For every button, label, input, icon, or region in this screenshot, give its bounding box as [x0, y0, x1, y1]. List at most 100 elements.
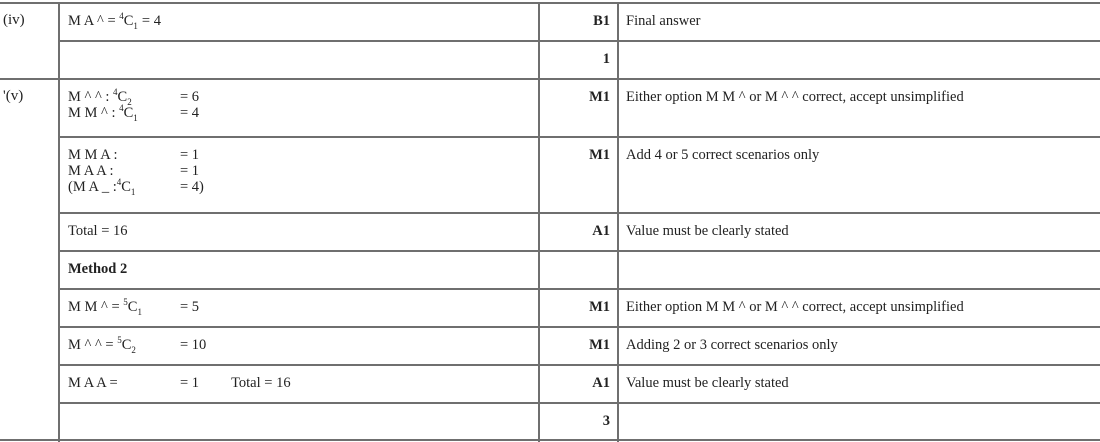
table-rule — [58, 212, 1100, 214]
working-cell: M A A = = 1 Total = 16 — [68, 375, 528, 391]
guidance-comment: Add 4 or 5 correct scenarios only — [626, 147, 820, 163]
superscript: 4 — [116, 177, 122, 188]
working-line: Method 2 — [68, 261, 528, 277]
combination-symbol: C — [123, 105, 134, 121]
equals-value: = 1 — [180, 375, 200, 391]
expression: M A A = — [68, 375, 180, 391]
table-rule — [58, 136, 1100, 138]
guidance-comment: Either option M M ^ or M ^ ^ correct, ac… — [626, 299, 964, 315]
working-cell: M M ^ = 5C1 = 5 — [68, 297, 528, 317]
column-rule — [617, 3, 619, 442]
superscript: 4 — [119, 103, 124, 114]
superscript: 5 — [123, 297, 128, 308]
working-line: M A A : = 1 — [68, 163, 528, 179]
mark-code: 1 — [602, 51, 610, 67]
mark-code: M1 — [589, 299, 610, 315]
expression-text: M M A : — [68, 147, 118, 163]
equals-value: = 4) — [180, 179, 204, 195]
working-line: M A A = = 1 Total = 16 — [68, 375, 528, 391]
combination-symbol: C — [121, 337, 132, 353]
expression-text: Total = 16 — [68, 223, 128, 239]
expression-text: Method 2 — [68, 261, 128, 277]
equals-value: = 5 — [180, 299, 200, 315]
mark-code: M1 — [589, 89, 610, 105]
table-rule — [58, 250, 1100, 252]
superscript: 5 — [117, 335, 122, 346]
expression: (M A _ :4C1 — [68, 177, 180, 197]
working-line: (M A _ :4C1 = 4) — [68, 177, 528, 197]
table-rule — [0, 439, 1100, 441]
expression-text: M M ^ = — [68, 299, 124, 315]
equals-value: = 6 — [180, 89, 200, 105]
expression: M A A : — [68, 163, 180, 179]
subscript: 2 — [131, 344, 136, 355]
working-line: Total = 16 — [68, 223, 528, 239]
guidance-comment: Value must be clearly stated — [626, 223, 789, 239]
combination-symbol: C — [127, 299, 138, 315]
equals-value: = 4 — [180, 105, 200, 121]
expression: M ^ ^ : 4C2 — [68, 87, 180, 107]
equals-value: = 1 — [180, 163, 200, 179]
expression-text: M A ^ = — [68, 13, 120, 29]
subscript: 1 — [137, 306, 142, 317]
subscript: 1 — [133, 112, 138, 123]
table-rule — [58, 40, 1100, 42]
combination-symbol: C — [117, 89, 128, 105]
working-line: M M ^ = 5C1 = 5 — [68, 297, 528, 317]
expression-text: (M A _ : — [68, 179, 117, 195]
working-line: M ^ ^ = 5C2 = 10 — [68, 335, 528, 355]
working-cell: Method 2 — [68, 261, 528, 277]
question-label: '(v) — [3, 88, 24, 104]
expression: M M ^ : 4C1 — [68, 103, 180, 123]
working-cell: M A ^ = 4C1 = 4 — [68, 11, 528, 31]
expression: Method 2 — [68, 261, 127, 277]
combination-symbol: C — [121, 179, 131, 195]
table-rule — [58, 288, 1100, 290]
equals-value: = 1 — [180, 147, 200, 163]
table-rule — [58, 364, 1100, 366]
mark-code: M1 — [589, 337, 610, 353]
question-label: (iv) — [3, 12, 25, 28]
expression-text: M A A : — [68, 163, 114, 179]
working-cell: M ^ ^ = 5C2 = 10 — [68, 335, 528, 355]
working-cell: Total = 16 — [68, 223, 528, 239]
guidance-comment: Adding 2 or 3 correct scenarios only — [626, 337, 838, 353]
table-rule — [58, 402, 1100, 404]
working-line: M ^ ^ : 4C2 = 6 — [68, 87, 528, 107]
table-rule — [0, 2, 1100, 4]
superscript: 4 — [113, 87, 118, 98]
guidance-comment: Either option M M ^ or M ^ ^ correct, ac… — [626, 89, 964, 105]
column-rule — [58, 3, 60, 442]
working-line: M M ^ : 4C1 = 4 — [68, 103, 528, 123]
table-rule — [58, 326, 1100, 328]
guidance-comment: Value must be clearly stated — [626, 375, 789, 391]
guidance-comment: Final answer — [626, 13, 701, 29]
expression-text: M M ^ : — [68, 105, 120, 121]
expression-text: M A A = — [68, 375, 118, 391]
table-rule — [0, 78, 1100, 80]
superscript: 4 — [119, 11, 124, 22]
expression: Total = 16 — [68, 223, 128, 239]
expression: M A ^ = 4C1 — [68, 11, 138, 31]
expression-text: M ^ ^ = — [68, 337, 118, 353]
working-line: M A ^ = 4C1 = 4 — [68, 11, 528, 31]
combination-symbol: C — [123, 13, 134, 29]
mark-code: B1 — [593, 13, 610, 29]
working-line: M M A : = 1 — [68, 147, 528, 163]
total-value: Total = 16 — [231, 375, 291, 391]
equals-value: = 4 — [141, 13, 161, 29]
mark-code: A1 — [592, 223, 610, 239]
mark-code: A1 — [592, 375, 610, 391]
equals-value: = 10 — [180, 337, 207, 353]
expression: M M A : — [68, 147, 180, 163]
expression: M ^ ^ = 5C2 — [68, 335, 180, 355]
subscript: 1 — [133, 20, 138, 31]
column-rule — [538, 3, 540, 442]
subscript: 2 — [127, 96, 132, 107]
mark-code: 3 — [602, 413, 610, 429]
expression: M M ^ = 5C1 — [68, 297, 180, 317]
mark-code: M1 — [589, 147, 610, 163]
expression-text: M ^ ^ : — [68, 89, 114, 105]
